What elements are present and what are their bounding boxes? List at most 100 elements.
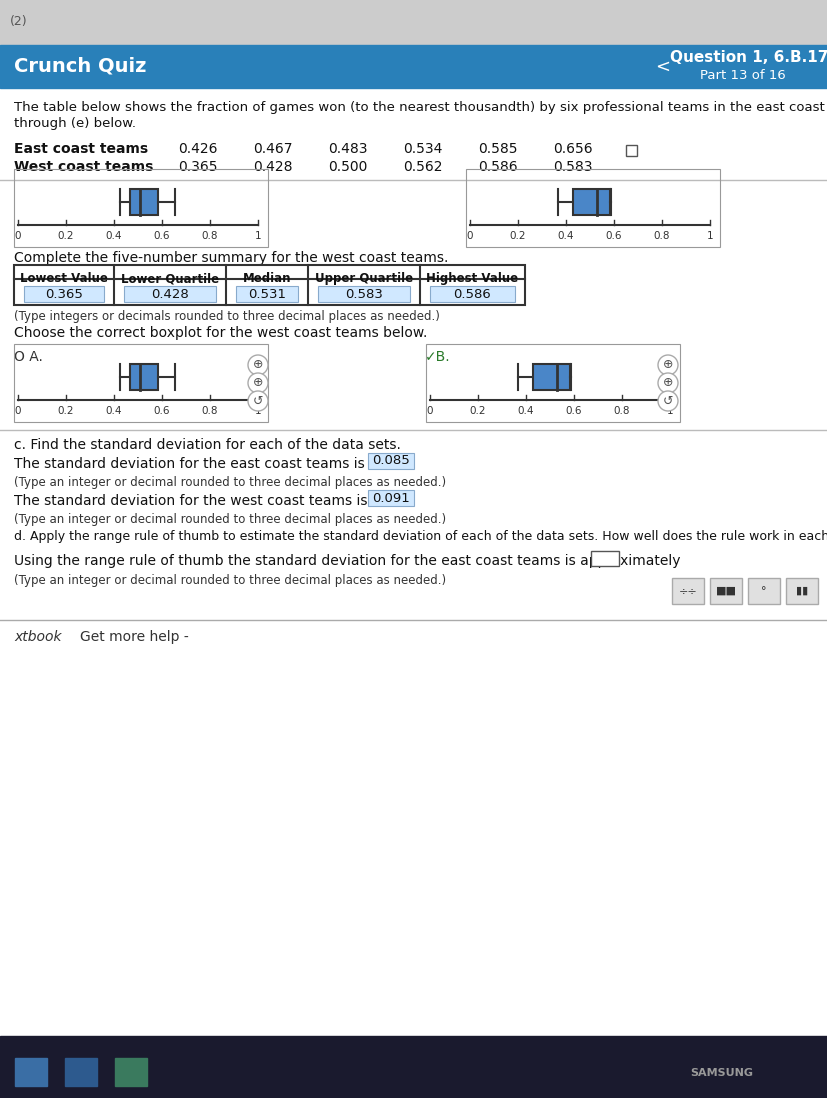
Bar: [115, 1058, 147, 1086]
Text: ⊕: ⊕: [662, 377, 673, 390]
Text: 0.483: 0.483: [328, 142, 367, 156]
Text: 1: 1: [667, 406, 673, 416]
Bar: [0, 88, 827, 1050]
Circle shape: [658, 373, 678, 393]
Text: through (e) below.: through (e) below.: [14, 117, 136, 130]
Text: ■■: ■■: [715, 586, 737, 596]
Text: c. Find the standard deviation for each of the data sets.: c. Find the standard deviation for each …: [14, 438, 401, 452]
Text: 0.586: 0.586: [478, 160, 518, 173]
Text: 0.8: 0.8: [202, 406, 218, 416]
Bar: [591, 551, 619, 565]
Text: 0.585: 0.585: [478, 142, 518, 156]
Bar: [14, 265, 525, 305]
Bar: [24, 285, 104, 302]
Text: (2): (2): [10, 15, 27, 29]
Bar: [130, 365, 159, 390]
Text: 0.656: 0.656: [553, 142, 593, 156]
Text: 0.091: 0.091: [372, 492, 410, 504]
Bar: [368, 453, 414, 469]
Text: 1: 1: [255, 406, 261, 416]
Bar: [0, 45, 827, 88]
Text: ✓B.: ✓B.: [425, 350, 451, 365]
Text: 0.6: 0.6: [605, 231, 622, 240]
Text: The standard deviation for the west coast teams is: The standard deviation for the west coas…: [14, 494, 372, 508]
Text: Upper Quartile: Upper Quartile: [315, 272, 413, 285]
Circle shape: [658, 391, 678, 411]
Text: The table below shows the fraction of games won (to the nearest thousandth) by s: The table below shows the fraction of ga…: [14, 101, 827, 114]
Text: 0.4: 0.4: [106, 231, 122, 240]
Bar: [466, 169, 720, 247]
Bar: [14, 344, 268, 422]
Text: The standard deviation for the east coast teams is: The standard deviation for the east coas…: [14, 457, 369, 471]
Text: ▮▮: ▮▮: [796, 586, 808, 596]
Text: 0.6: 0.6: [154, 406, 170, 416]
Text: 0: 0: [15, 406, 22, 416]
Bar: [710, 578, 742, 604]
Text: Crunch Quiz: Crunch Quiz: [14, 57, 146, 76]
Text: 0.583: 0.583: [345, 288, 383, 301]
Text: 0.8: 0.8: [654, 231, 670, 240]
Text: 0: 0: [466, 231, 473, 240]
Text: (Type an integer or decimal rounded to three decimal places as needed.): (Type an integer or decimal rounded to t…: [14, 477, 446, 489]
Bar: [130, 189, 159, 215]
Text: 0.428: 0.428: [253, 160, 293, 173]
Bar: [15, 1058, 47, 1086]
Bar: [672, 578, 704, 604]
Text: 1: 1: [707, 231, 714, 240]
Text: ↺: ↺: [662, 394, 673, 407]
Bar: [748, 578, 780, 604]
Text: 0.428: 0.428: [151, 288, 189, 301]
Text: 0.4: 0.4: [106, 406, 122, 416]
Circle shape: [248, 355, 268, 376]
Text: East coast teams: East coast teams: [14, 142, 148, 156]
Text: (Type integers or decimals rounded to three decimal places as needed.): (Type integers or decimals rounded to th…: [14, 310, 440, 323]
Bar: [426, 344, 680, 422]
Circle shape: [658, 355, 678, 376]
Text: 0.365: 0.365: [45, 288, 83, 301]
Text: 0.586: 0.586: [454, 288, 491, 301]
Text: 0.534: 0.534: [403, 142, 442, 156]
Text: Lower Quartile: Lower Quartile: [121, 272, 219, 285]
Text: °: °: [761, 586, 767, 596]
Text: 0: 0: [15, 231, 22, 240]
Text: Choose the correct boxplot for the west coast teams below.: Choose the correct boxplot for the west …: [14, 326, 428, 340]
Bar: [14, 169, 268, 247]
Text: d. Apply the range rule of thumb to estimate the standard deviation of each of t: d. Apply the range rule of thumb to esti…: [14, 530, 827, 544]
Text: West coast teams: West coast teams: [14, 160, 153, 173]
Text: Lowest Value: Lowest Value: [20, 272, 108, 285]
Text: (Type an integer or decimal rounded to three decimal places as needed.): (Type an integer or decimal rounded to t…: [14, 574, 446, 587]
Text: Highest Value: Highest Value: [427, 272, 519, 285]
Text: <: <: [655, 57, 670, 76]
Bar: [65, 1058, 97, 1086]
Bar: [368, 490, 414, 506]
Text: 0.365: 0.365: [178, 160, 218, 173]
Text: Median: Median: [243, 272, 291, 285]
Text: (Type an integer or decimal rounded to three decimal places as needed.): (Type an integer or decimal rounded to t…: [14, 513, 446, 526]
Bar: [430, 285, 515, 302]
Text: 0.6: 0.6: [566, 406, 582, 416]
Text: 0.2: 0.2: [58, 231, 74, 240]
Text: 0.583: 0.583: [553, 160, 592, 173]
Text: 0.8: 0.8: [614, 406, 630, 416]
Text: 0.562: 0.562: [403, 160, 442, 173]
Text: 0.426: 0.426: [178, 142, 218, 156]
Circle shape: [248, 391, 268, 411]
Bar: [0, 0, 827, 45]
Text: 0.085: 0.085: [372, 455, 410, 468]
Bar: [318, 285, 410, 302]
Text: 0.4: 0.4: [557, 231, 574, 240]
Bar: [573, 189, 610, 215]
Text: 0.2: 0.2: [509, 231, 526, 240]
Text: 0.4: 0.4: [518, 406, 534, 416]
Text: 1: 1: [255, 231, 261, 240]
Text: 0.8: 0.8: [202, 231, 218, 240]
Text: Complete the five-number summary for the west coast teams.: Complete the five-number summary for the…: [14, 251, 448, 265]
Text: 0: 0: [427, 406, 433, 416]
Circle shape: [248, 373, 268, 393]
Text: ↺: ↺: [253, 394, 263, 407]
Bar: [533, 365, 570, 390]
Text: ⊕: ⊕: [662, 359, 673, 371]
Text: 0.6: 0.6: [154, 231, 170, 240]
Text: 0.531: 0.531: [248, 288, 286, 301]
Text: Using the range rule of thumb the standard deviation for the east coast teams is: Using the range rule of thumb the standa…: [14, 554, 681, 568]
